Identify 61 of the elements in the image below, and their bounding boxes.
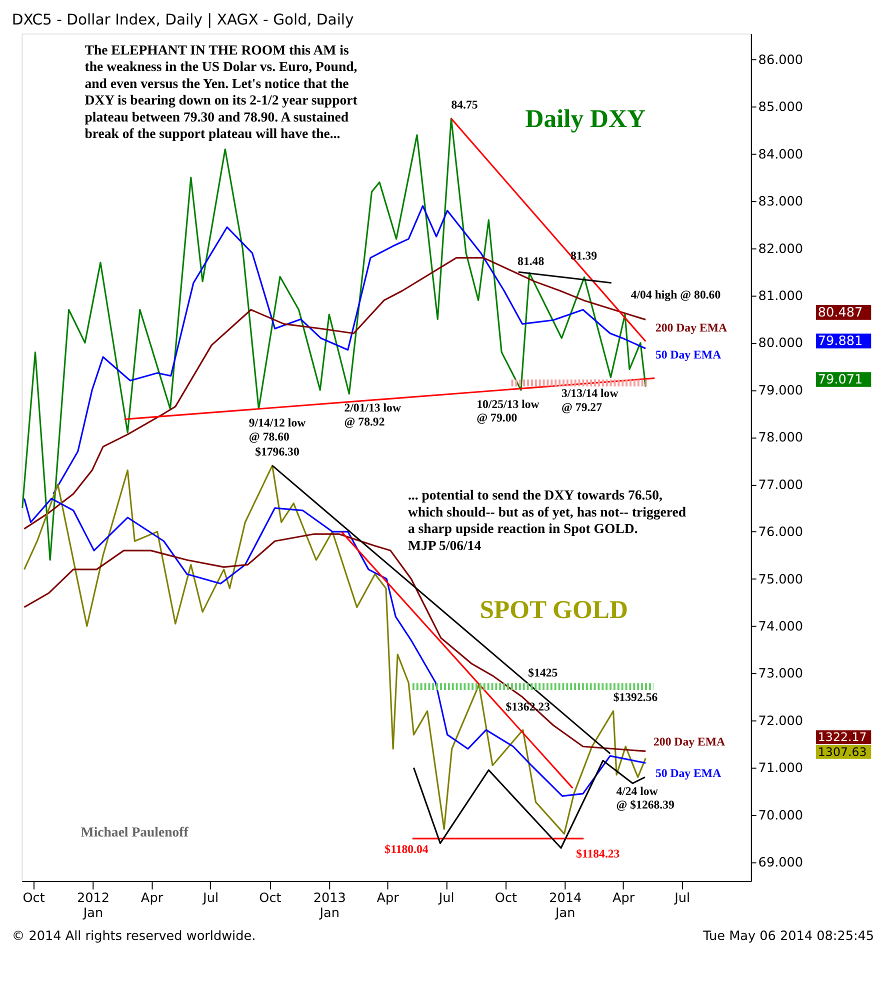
x-tick-label: Jul	[202, 891, 219, 906]
annotation: Michael Paulenoff	[80, 824, 189, 840]
annotation: 200 Day EMA	[655, 320, 728, 335]
annotation: ... potential to send the DXY towards 76.50, which should-- but as of yet, has not-- triggered a sharp upside reaction in Spot GOLD. MJP 5/06/14	[408, 488, 686, 553]
annotation: 50 Day EMA	[655, 766, 722, 780]
y-tick-label: 79.000	[758, 383, 804, 398]
text: © 2014 All rights reserved worldwide.	[12, 929, 256, 944]
y-tick-label: 76.000	[758, 525, 804, 540]
annotation: Daily DXY	[525, 104, 646, 134]
annotation: 4/24 low @ $1268.39	[616, 784, 675, 812]
y-tick-label: 85.000	[758, 100, 804, 116]
y-tick-label: 86.000	[758, 52, 804, 68]
y-tick-label: 82.000	[758, 242, 804, 257]
y-tick-label: 72.000	[758, 714, 804, 729]
annotation: $1425	[528, 666, 558, 680]
y-tick-label: 75.000	[758, 572, 804, 588]
x-tick-label: Apr	[140, 891, 164, 906]
text: 79.881	[818, 334, 863, 349]
x-tick-label: Jul	[438, 891, 454, 906]
y-tick-label: 80.000	[758, 336, 804, 352]
y-tick-label: 70.000	[758, 808, 804, 824]
x-tick-label: 2012 Jan	[76, 891, 110, 922]
annotation: 10/25/13 low @ 79.00	[476, 396, 540, 425]
annotation: 50 Day EMA	[655, 347, 722, 362]
chart-title: DXC5 - Dollar Index, Daily | XAGX - Gold, Daily	[12, 12, 354, 29]
annotation: 4/04 high @ 80.60	[630, 288, 721, 302]
y-tick-label: 77.000	[758, 478, 804, 493]
text: Tue May 06 2014 08:25:45	[702, 929, 874, 944]
annotation: 3/13/14 low @ 79.27	[561, 386, 619, 414]
text: 1322.17	[818, 730, 867, 744]
y-tick-label: 73.000	[758, 666, 804, 682]
x-tick-label: Oct	[494, 891, 518, 906]
x-tick-label: Apr	[376, 891, 400, 906]
annotation: 81.48	[518, 254, 544, 268]
annotation: SPOT GOLD	[480, 594, 628, 624]
x-tick-label: Oct	[22, 891, 45, 906]
x-tick-label: Jul	[674, 891, 690, 906]
text: 80.487	[818, 305, 863, 320]
y-tick-label: 84.000	[758, 147, 804, 162]
y-tick-label: 69.000	[758, 856, 804, 871]
y-tick-label: 71.000	[758, 761, 804, 776]
annotation: 84.75	[451, 98, 478, 112]
x-tick-label: Apr	[612, 891, 636, 906]
annotation: $1184.23	[576, 846, 620, 860]
y-tick-label: 81.000	[758, 289, 804, 304]
y-tick-label: 74.000	[758, 620, 804, 635]
annotation: $1392.56	[613, 690, 658, 704]
x-tick-label: 2013 Jan	[313, 891, 346, 922]
x-tick-label: Oct	[259, 891, 282, 906]
x-tick-label: 2014 Jan	[549, 891, 582, 922]
annotation: The ELEPHANT IN THE ROOM this AM is the weakness in the US Dolar vs. Euro, Pound, and even versus the Yen. Let's notice that the DXY is bearing down on its 2-1/2 year support plateau between 79.30 and 78.90. A sustained break of the support plateau will have the...	[84, 42, 358, 142]
y-tick-label: 83.000	[758, 194, 804, 210]
text: 79.071	[818, 372, 863, 388]
annotation: 2/01/13 low @ 78.92	[344, 400, 402, 428]
annotation: $1796.30	[255, 444, 300, 459]
y-tick-label: 78.000	[758, 430, 804, 446]
text: 1307.63	[818, 744, 867, 759]
annotation: $1180.04	[384, 842, 428, 856]
annotation: 200 Day EMA	[654, 734, 726, 748]
annotation: 81.39	[570, 248, 598, 262]
annotation: 9/14/12 low @ 78.60	[248, 416, 306, 444]
